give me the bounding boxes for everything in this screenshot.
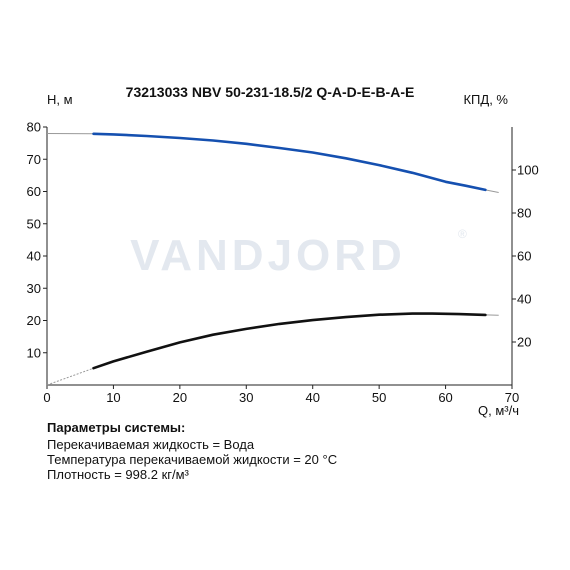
y2-tick-label: 60 [517,249,531,264]
y-tick-label: 20 [27,313,41,328]
y-tick-label: 60 [27,184,41,199]
x-tick-label: 60 [438,390,452,405]
parameter-density: Плотность = 998.2 кг/м³ [47,467,189,482]
parameter-temperature: Температура перекачиваемой жидкости = 20… [47,452,338,467]
y2-tick-label: 100 [517,163,539,178]
series-lines [46,132,499,386]
x-tick-label: 30 [239,390,253,405]
parameter-liquid: Перекачиваемая жидкость = Вода [47,437,255,452]
chart-title: 73213033 NBV 50-231-18.5/2 Q-A-D-E-B-A-E [126,84,415,100]
tick-labels: 0 10 20 30 40 50 60 70 10 20 30 40 50 60 70 80 20 40 60 80 1… [27,120,539,406]
y-tick-label: 10 [27,345,41,360]
system-parameters: Параметры системы: Перекачиваемая жидкос… [47,420,547,482]
y-tick-label: 50 [27,216,41,231]
y-tick-label: 40 [27,249,41,264]
y2-axis-label: КПД, % [463,92,508,107]
x-tick-label: 40 [305,390,319,405]
pump-performance-chart: VANDJORD ® 73213033 NBV 50-231-18.5/2 Q-… [27,84,539,418]
head-curve-extension-end [485,189,499,193]
y2-tick-label: 20 [517,335,531,350]
x-tick-label: 10 [106,390,120,405]
x-tick-label: 70 [505,390,519,405]
watermark: VANDJORD [130,231,406,280]
head-curve [92,132,487,192]
x-tick-label: 20 [173,390,187,405]
parameters-heading: Параметры системы: [47,420,186,435]
y-axis-label: H, м [47,92,73,107]
efficiency-curve-extension-start [46,367,94,386]
x-axis-label: Q, м³/ч [478,403,519,418]
y2-tick-label: 40 [517,292,531,307]
y-tick-label: 80 [27,120,41,135]
watermark-registered-mark: ® [458,227,467,241]
x-tick-label: 0 [43,390,50,405]
y2-tick-label: 80 [517,206,531,221]
y-tick-label: 30 [27,281,41,296]
x-tick-label: 50 [372,390,386,405]
efficiency-curve [92,312,487,370]
y-tick-label: 70 [27,152,41,167]
